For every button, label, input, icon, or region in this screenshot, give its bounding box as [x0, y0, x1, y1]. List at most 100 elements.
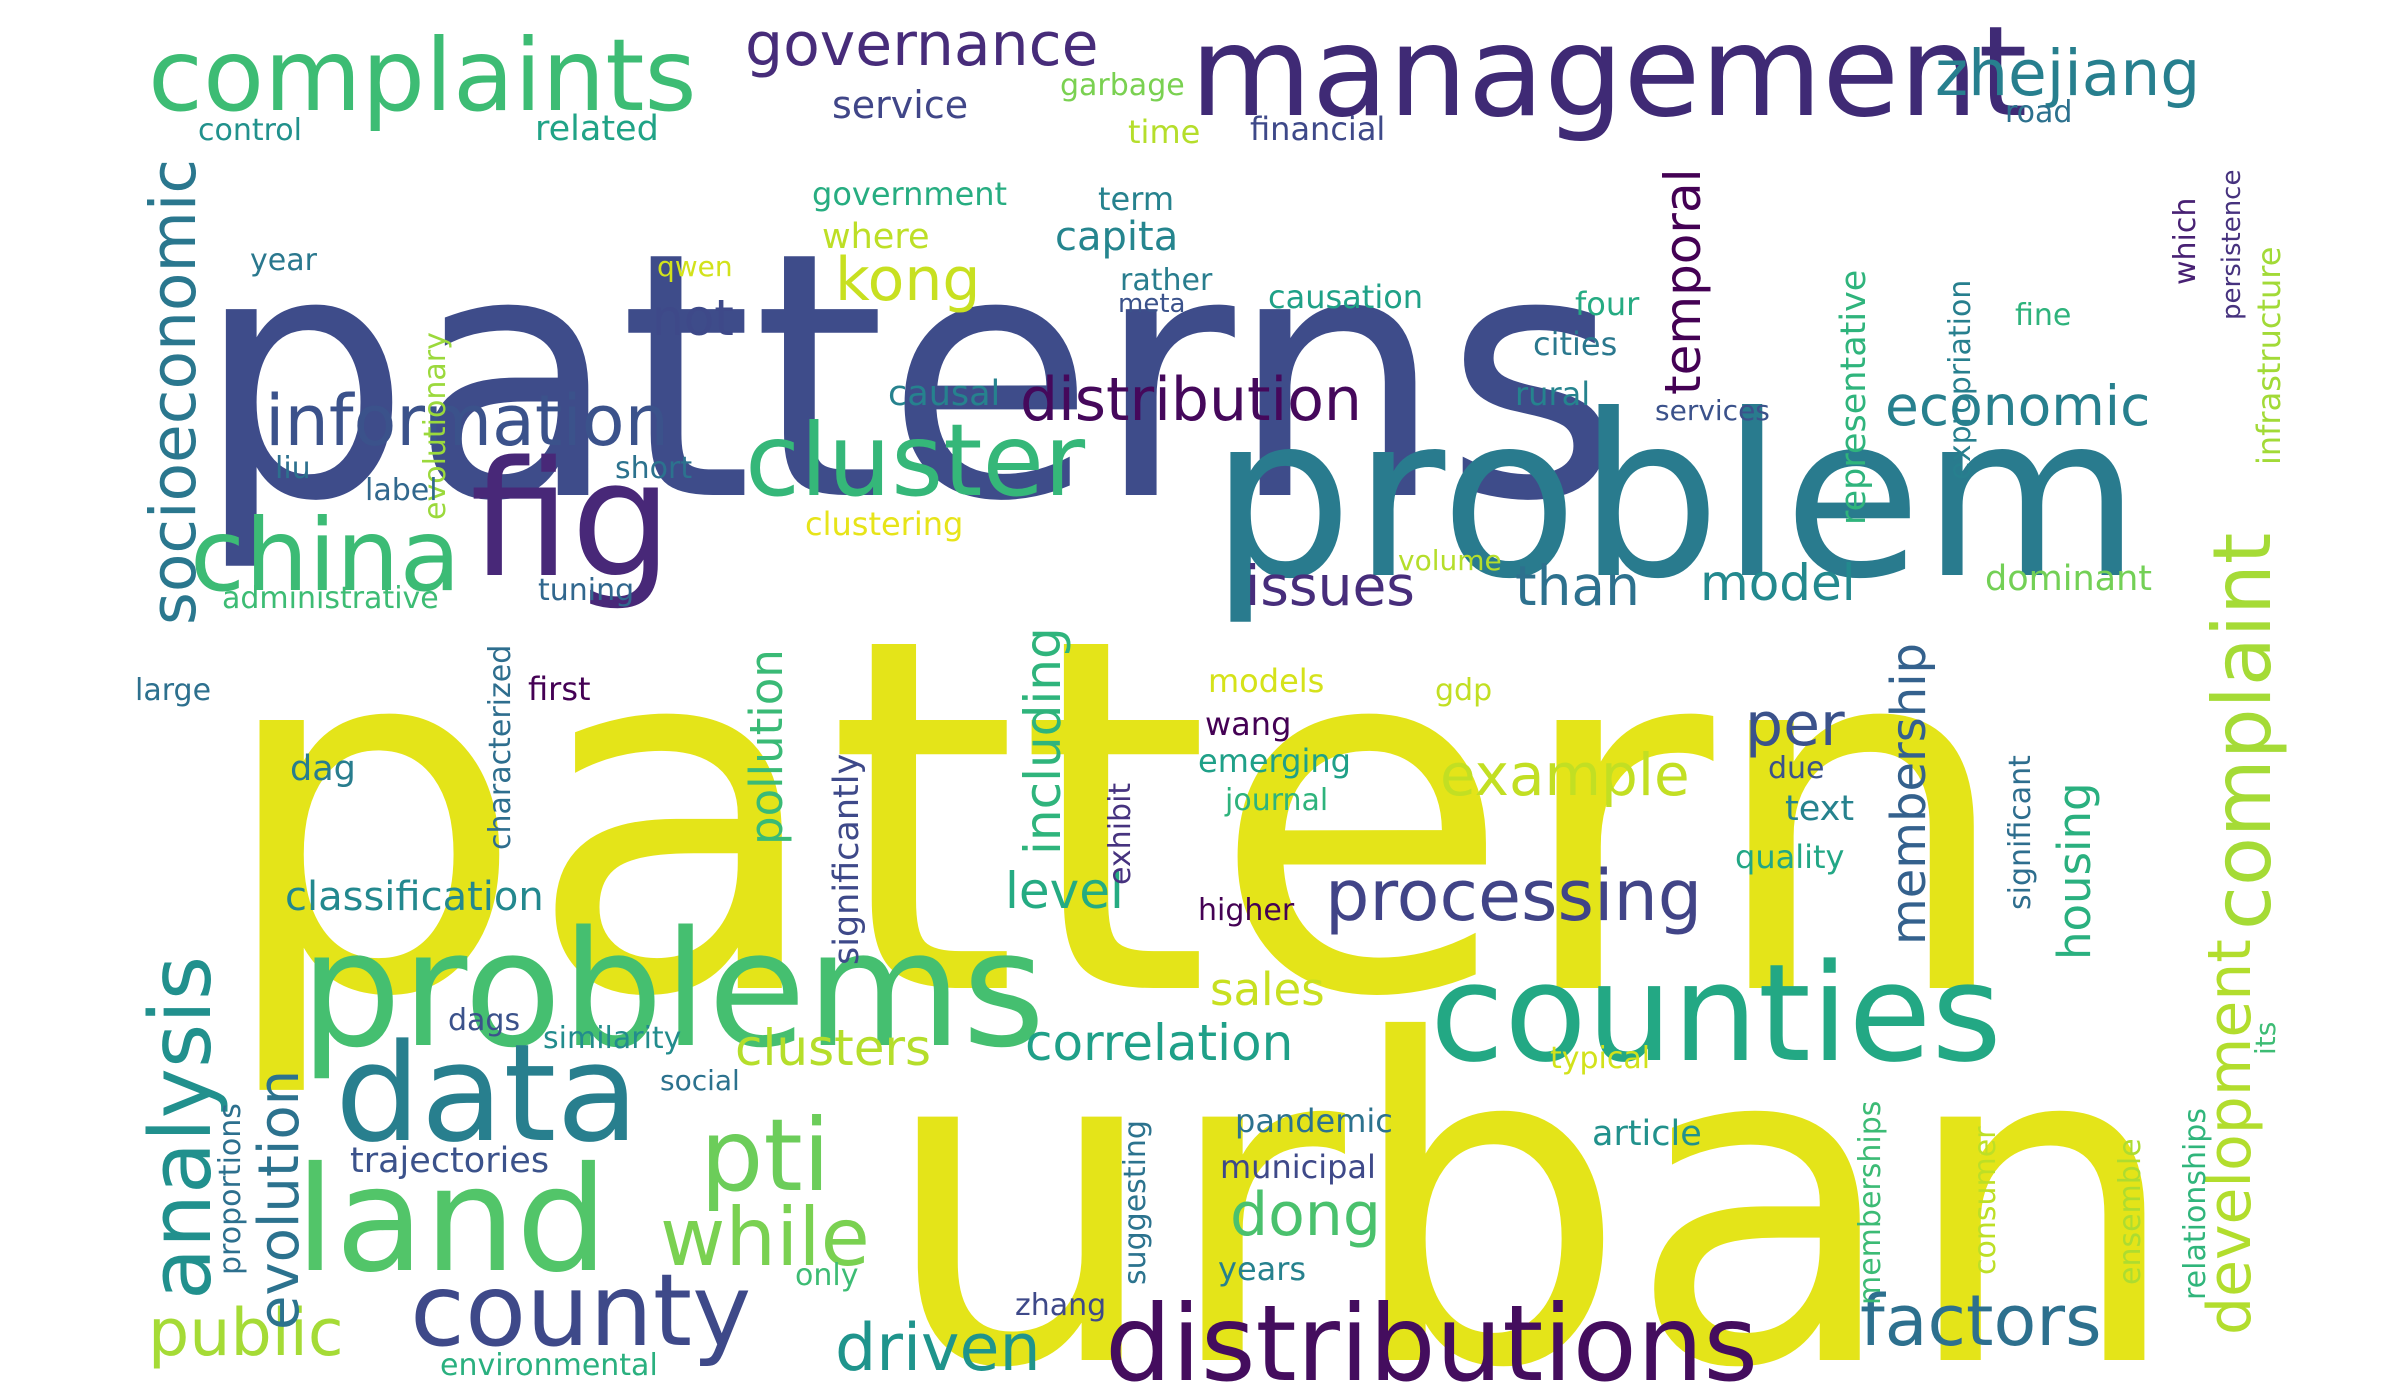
- word-fine: fine: [2015, 298, 2071, 333]
- word-fig: fig: [470, 426, 672, 613]
- word-kong: kong: [835, 245, 980, 315]
- word-complaints: complaints: [148, 17, 697, 134]
- word-consumer: consumer: [1968, 1126, 2003, 1275]
- word-characterized: characterized: [483, 645, 518, 850]
- word-distributions: distributions: [1105, 1283, 1758, 1400]
- word-its: its: [2249, 1022, 2282, 1055]
- word-typical: typical: [1550, 1041, 1650, 1076]
- word-management: management: [1190, 0, 2027, 145]
- word-county: county: [410, 1252, 751, 1369]
- word-governance: governance: [745, 10, 1099, 80]
- word-infrastructure: infrastructure: [2250, 247, 2288, 465]
- word-short: short: [615, 451, 692, 486]
- word-label: label: [365, 473, 438, 508]
- word-analysis: analysis: [132, 956, 231, 1300]
- word-dag: dag: [290, 749, 356, 789]
- word-public: public: [148, 1296, 344, 1371]
- word-dong: dong: [1230, 1180, 1381, 1250]
- word-including: including: [1014, 627, 1072, 855]
- word-government: government: [812, 175, 1007, 213]
- word-model: model: [1700, 554, 1856, 612]
- word-tuning: tuning: [538, 573, 634, 608]
- word-problems: problems: [300, 896, 1045, 1083]
- word-pollution: pollution: [740, 649, 793, 845]
- word-distribution: distribution: [1020, 365, 1362, 435]
- word-emerging: emerging: [1198, 742, 1351, 780]
- word-pattern: pattern: [215, 533, 2015, 1104]
- word-first: first: [528, 670, 591, 708]
- word-wang: wang: [1205, 705, 1291, 743]
- word-significant: significant: [2003, 755, 2038, 910]
- word-processing: processing: [1325, 855, 1702, 937]
- word-road: road: [2005, 95, 2072, 130]
- word-text: text: [1785, 789, 1854, 829]
- word-only: only: [795, 1258, 858, 1293]
- word-temporal: temporal: [1654, 169, 1712, 396]
- word-rural: rural: [1515, 375, 1590, 413]
- word-qwen: qwen: [657, 250, 733, 283]
- word-year: year: [250, 243, 318, 278]
- word-pandemic: pandemic: [1235, 1102, 1393, 1140]
- word-china: china: [190, 497, 461, 614]
- word-financial: financial: [1250, 110, 1385, 148]
- word-models: models: [1208, 662, 1324, 700]
- word-correlation: correlation: [1025, 1014, 1293, 1072]
- word-suggesting: suggesting: [1118, 1120, 1153, 1285]
- word-administrative: administrative: [222, 581, 439, 616]
- word-evolutionary: evolutionary: [418, 332, 453, 520]
- word-similarity: similarity: [543, 1021, 681, 1056]
- word-dominant: dominant: [1985, 559, 2152, 599]
- word-pti: pti: [700, 1097, 830, 1214]
- word-relationships: relationships: [2178, 1108, 2213, 1300]
- word-four: four: [1575, 285, 1640, 323]
- word-zhejiang: zhejiang: [1935, 37, 2200, 110]
- word-cluster: cluster: [745, 402, 1086, 519]
- word-time: time: [1128, 113, 1200, 151]
- word-service: service: [832, 83, 968, 127]
- word-term: term: [1098, 180, 1174, 218]
- word-causal: causal: [888, 374, 1000, 414]
- word-urban: urban: [880, 947, 2182, 1400]
- word-meta: meta: [1118, 289, 1185, 319]
- word-significantly: significantly: [827, 754, 867, 965]
- word-gdp: gdp: [1435, 673, 1492, 708]
- word-counties: counties: [1430, 935, 2002, 1092]
- word-liu: liu: [275, 451, 311, 486]
- word-development: development: [2195, 939, 2265, 1335]
- word-exhibit: exhibit: [1103, 783, 1138, 885]
- word-classification: classification: [285, 874, 544, 920]
- word-expropriation: expropriation: [1943, 280, 1978, 480]
- word-quality: quality: [1735, 838, 1844, 876]
- word-cities: cities: [1533, 325, 1617, 363]
- word-control: control: [198, 113, 302, 148]
- word-clusters: clusters: [735, 1019, 931, 1077]
- word-social: social: [660, 1064, 740, 1097]
- word-housing: housing: [2048, 782, 2101, 960]
- word-representative: representative: [1834, 270, 1874, 525]
- word-environmental: environmental: [440, 1348, 658, 1383]
- word-journal: journal: [1224, 783, 1328, 818]
- word-membership: membership: [1881, 643, 1937, 945]
- word-due: due: [1768, 751, 1825, 786]
- word-economic: economic: [1885, 374, 2150, 438]
- word-dags: dags: [448, 1003, 520, 1038]
- word-higher: higher: [1198, 893, 1295, 928]
- word-level: level: [1005, 862, 1124, 920]
- word-article: article: [1592, 1114, 1702, 1154]
- word-information: information: [265, 380, 669, 462]
- word-evolution: evolution: [247, 1070, 312, 1330]
- word-capita: capita: [1055, 214, 1178, 260]
- word-than: than: [1515, 554, 1640, 618]
- word-large: large: [135, 673, 211, 708]
- word-trajectories: trajectories: [350, 1141, 549, 1181]
- word-memberships: memberships: [1853, 1101, 1888, 1305]
- word-services: services: [1655, 394, 1770, 427]
- word-related: related: [535, 109, 659, 149]
- word-zhang: zhang: [1015, 1288, 1106, 1323]
- word-complaint: complaint: [2196, 533, 2289, 930]
- word-patterns: patterns: [195, 180, 1621, 576]
- word-problem: problem: [1210, 367, 2141, 629]
- word-example: example: [1440, 741, 1690, 809]
